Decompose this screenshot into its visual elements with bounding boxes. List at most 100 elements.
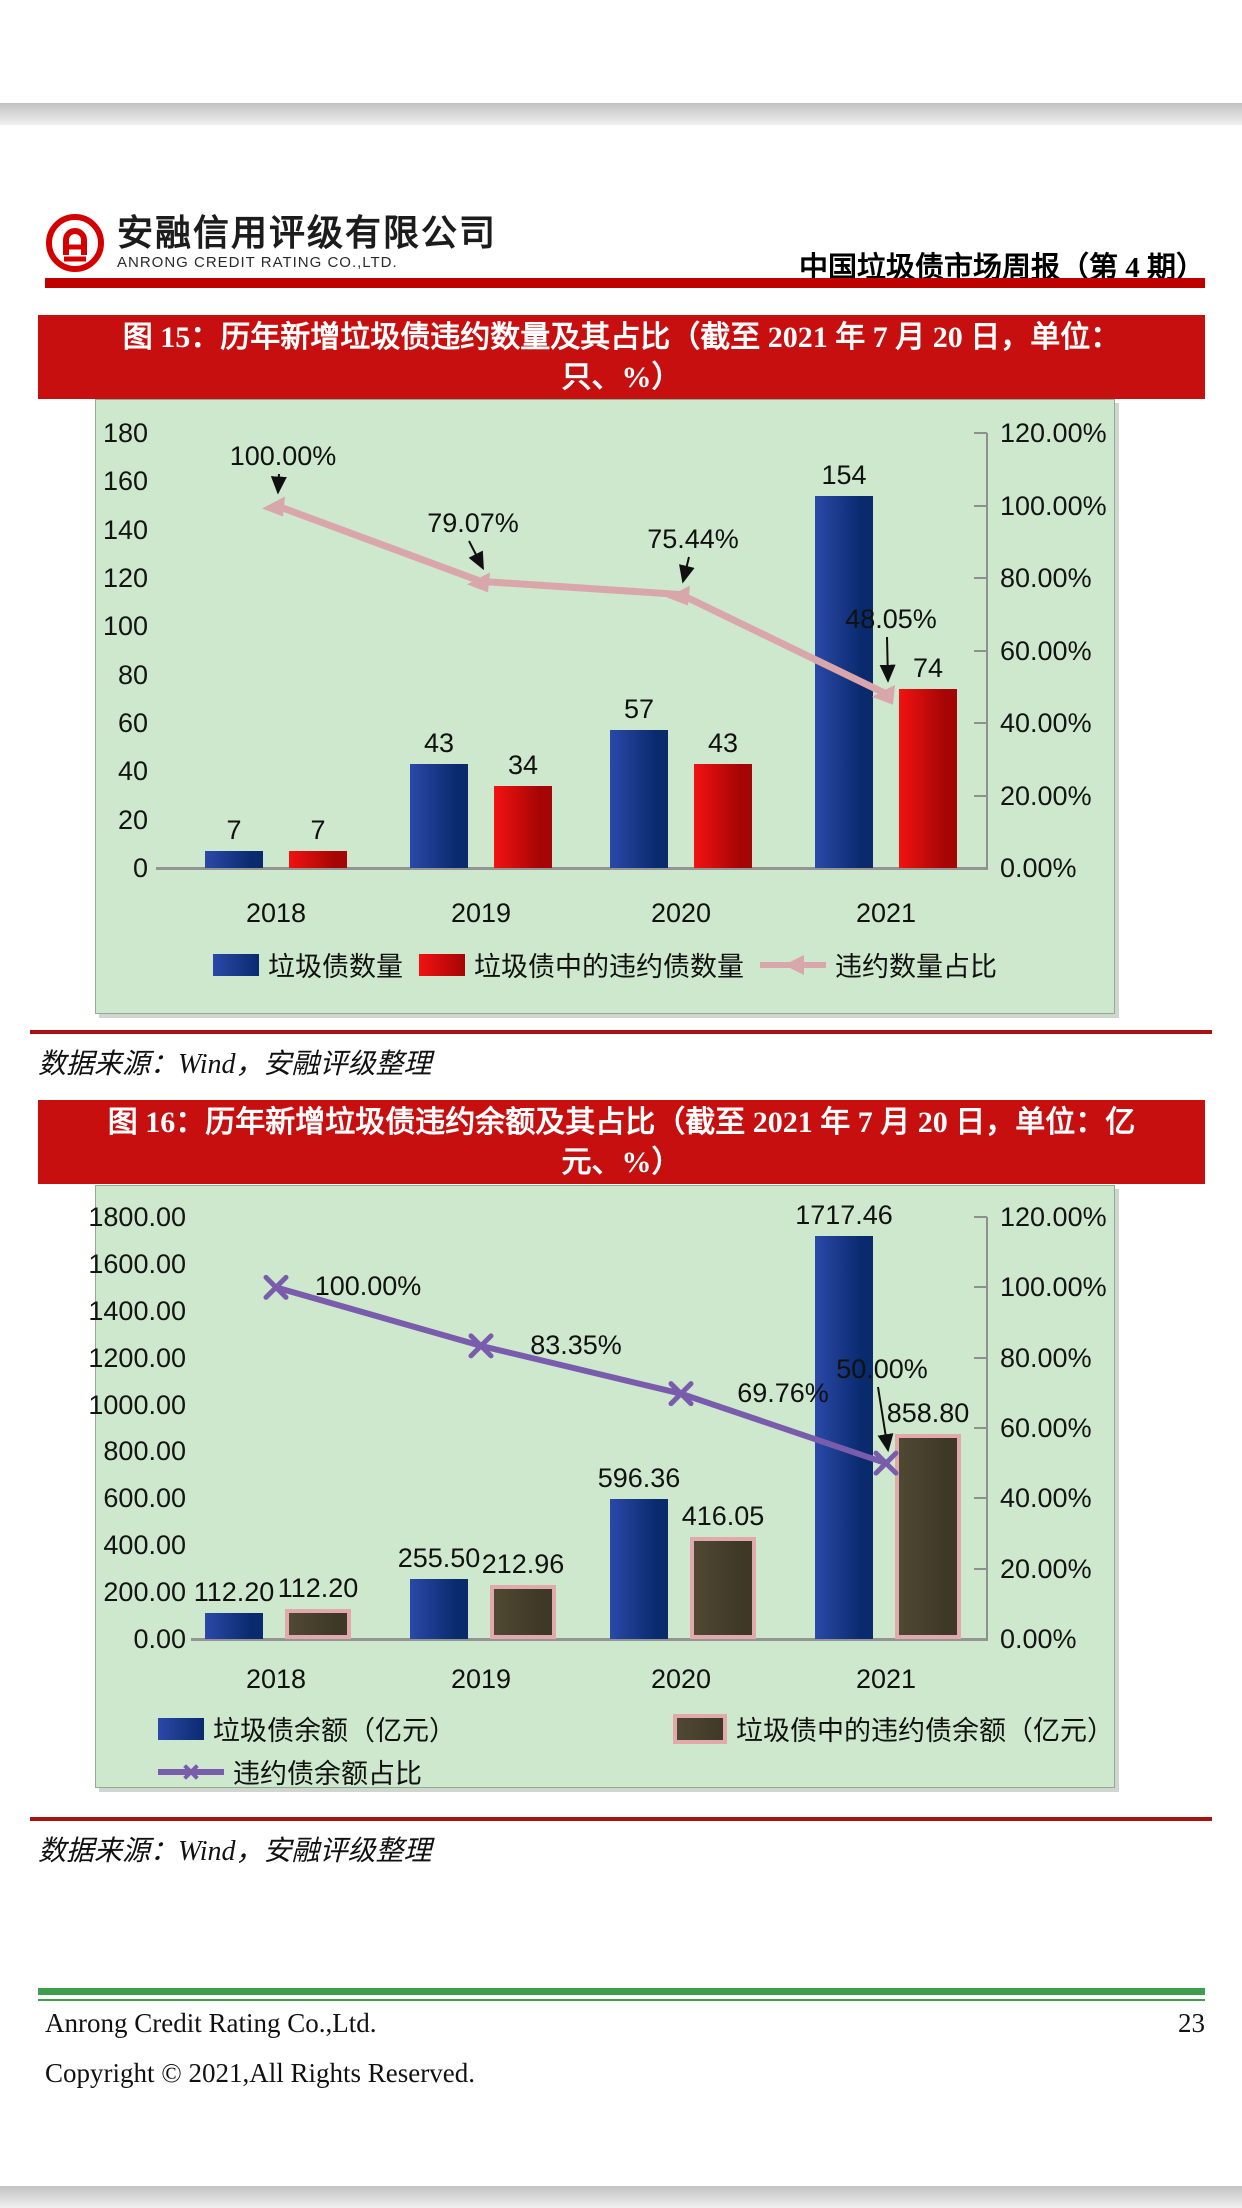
bar-series-1: [610, 1499, 668, 1639]
right-axis-tick-label: 60.00%: [1000, 1413, 1092, 1443]
right-axis-tick-mark: [974, 722, 987, 724]
figure16-source-note: 数据来源：Wind，安融评级整理: [38, 1836, 432, 1867]
right-axis-tick-mark: [974, 1427, 987, 1429]
bar-value-label: 858.80: [886, 1397, 970, 1428]
line-point-label: 48.05%: [845, 604, 937, 634]
left-axis-tick-label: 0.00: [133, 1624, 186, 1654]
legend-x-marker: [182, 1763, 200, 1781]
bar-value-label: 154: [821, 459, 867, 490]
footer-page-number: 23: [1178, 2008, 1205, 2038]
x-axis-line: [191, 1638, 986, 1641]
left-axis-tick-label: 200.00: [103, 1577, 186, 1608]
right-axis-tick-mark: [974, 1567, 987, 1570]
line-marker-x: [263, 1274, 289, 1300]
right-axis-line: [986, 1217, 988, 1641]
left-axis-tick-label: 80: [117, 659, 148, 690]
x-category-label: 2021: [855, 898, 917, 928]
ratio-line: [273, 1284, 889, 1467]
bar-series-2: [490, 1585, 556, 1639]
line-series-layer: [262, 473, 896, 705]
page-separator-top: [0, 103, 1242, 125]
bar-series-2: [694, 764, 752, 868]
bar-value-label: 7: [226, 815, 242, 846]
bar-series-2: [690, 1537, 756, 1639]
legend-swatch-line: [760, 952, 826, 978]
right-axis-tick-label: 40.00%: [1000, 708, 1092, 738]
bar-value-label: 74: [912, 653, 944, 684]
x-axis-line: [156, 867, 986, 870]
left-axis-tick-label: 100: [102, 611, 148, 642]
x-category-label: 2020: [650, 898, 712, 928]
annotation-leader-arrow: [468, 540, 484, 571]
right-axis-tick-mark: [974, 1286, 987, 1289]
line-marker-x: [668, 1381, 694, 1407]
figure16-banner: 图 16：历年新增垃圾债违约余额及其占比（截至 2021 年 7 月 20 日，…: [38, 1100, 1205, 1184]
line-marker-triangle: [667, 585, 690, 606]
left-axis-tick-label: 600.00: [103, 1483, 186, 1514]
bar-series-1: [205, 851, 263, 868]
legend-item: 违约债余额占比: [158, 1752, 422, 1791]
x-category-label: 2019: [450, 898, 512, 928]
figure16-banner-line2: 元、%）: [561, 1146, 682, 1179]
bar-value-label: 255.50: [397, 1543, 481, 1574]
bar-series-1: [815, 1236, 873, 1639]
right-axis-tick-mark: [974, 504, 987, 507]
bar-value-label: 112.20: [277, 1572, 359, 1603]
header-rule: [45, 278, 1205, 288]
bar-series-2: [895, 1433, 961, 1639]
legend-label: 垃圾债中的违约债余额（亿元）: [736, 1716, 1114, 1746]
left-axis-tick-label: 1200.00: [88, 1342, 186, 1373]
legend-swatch-bar: [673, 1713, 727, 1744]
right-axis-tick-mark: [974, 432, 987, 434]
left-axis-tick-label: 40: [117, 756, 148, 787]
chart-legend: 垃圾债数量 垃圾债中的违约债数量 违约数量占比: [96, 945, 1114, 984]
page-separator-bottom: [0, 2186, 1242, 2208]
line-marker-x: [873, 1450, 899, 1476]
bar-value-label: 416.05: [681, 1501, 765, 1532]
right-axis-tick-label: 60.00%: [1000, 635, 1092, 666]
bar-value-label: 1717.46: [795, 1200, 893, 1231]
legend-label: 垃圾债中的违约债数量: [474, 952, 744, 982]
legend-label: 违约债余额占比: [233, 1759, 422, 1789]
annotation-leader-arrow: [879, 636, 896, 683]
bar-value-label: 212.96: [481, 1549, 565, 1580]
annotation-leader-arrow: [877, 1386, 894, 1453]
figure15-banner-line2: 只、%）: [561, 361, 682, 394]
line-point-label: 83.35%: [530, 1330, 622, 1360]
right-axis-tick-label: 80.00%: [1000, 563, 1092, 593]
line-marker-triangle: [262, 496, 285, 517]
right-axis-tick-label: 120.00%: [1000, 418, 1107, 448]
legend-item: 垃圾债余额（亿元）: [158, 1709, 456, 1748]
right-axis-tick-label: 80.00%: [1000, 1342, 1092, 1373]
legend-swatch-bar: [158, 1717, 204, 1740]
left-axis-tick-label: 400.00: [103, 1530, 186, 1561]
left-axis-tick-label: 60: [117, 708, 148, 738]
legend-label: 垃圾债余额（亿元）: [213, 1716, 456, 1746]
red-divider-2: [30, 1817, 1212, 1821]
bar-series-1: [205, 1612, 263, 1639]
legend-item: 违约数量占比: [760, 945, 997, 984]
figure15-source-note: 数据来源：Wind，安融评级整理: [38, 1049, 432, 1080]
company-name-cn: 安融信用评级有限公司: [117, 212, 498, 253]
left-axis-tick-label: 180: [102, 418, 148, 448]
legend-item: 垃圾债数量: [213, 945, 403, 984]
legend-swatch-line: [158, 1759, 224, 1785]
bar-value-label: 43: [423, 728, 455, 759]
bar-series-2: [285, 1608, 351, 1639]
legend-item: 垃圾债中的违约债余额（亿元）: [673, 1709, 1114, 1748]
legend-swatch-bar: [419, 953, 465, 976]
footer-rule-thick: [38, 1988, 1205, 1995]
bar-value-label: 112.20: [193, 1576, 275, 1607]
ratio-line: [272, 502, 890, 698]
red-divider-1: [30, 1030, 1212, 1034]
bar-value-label: 7: [310, 815, 326, 846]
right-axis-tick-mark: [974, 1497, 987, 1500]
left-axis-tick-label: 1800.00: [88, 1202, 186, 1232]
figure15-banner-line1: 图 15：历年新增垃圾债违约数量及其占比（截至 2021 年 7 月 20 日，…: [122, 321, 1121, 354]
legend-swatch-bar: [213, 953, 259, 976]
right-axis-tick-mark: [974, 1356, 987, 1359]
left-axis-tick-label: 160: [102, 466, 148, 497]
bar-value-label: 43: [707, 728, 739, 759]
company-name-en: ANRONG CREDIT RATING CO.,LTD.: [117, 254, 398, 271]
